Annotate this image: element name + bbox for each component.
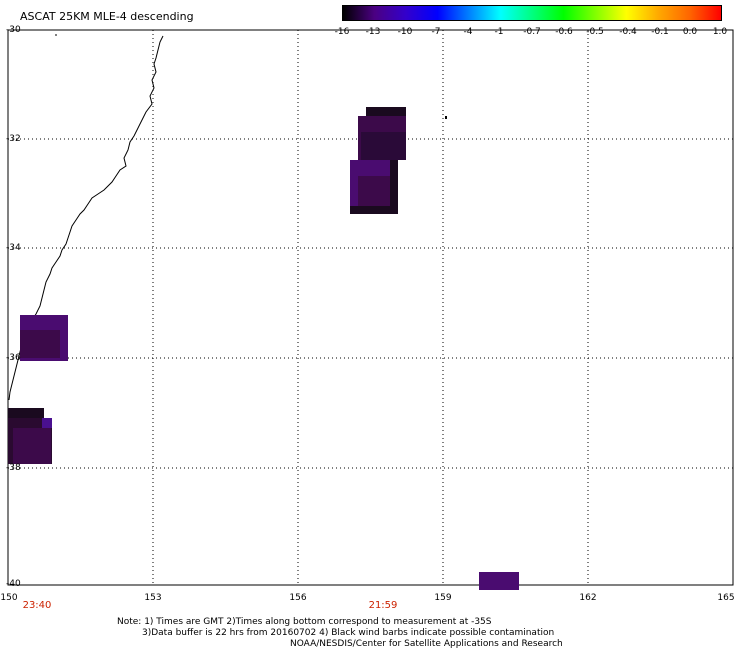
swath-left-mid	[20, 315, 68, 361]
colorbar-label: -10	[397, 27, 413, 37]
lat-label: -40	[6, 579, 21, 589]
colorbar	[342, 5, 722, 21]
swath-left-low	[8, 408, 52, 464]
colorbar-label: -0.4	[619, 27, 637, 37]
colorbar-label: -0.1	[651, 27, 669, 37]
map-title: ASCAT 25KM MLE-4 descending	[20, 10, 194, 23]
lat-label: -36	[6, 353, 21, 363]
colorbar-label: -7	[431, 27, 441, 37]
map-frame	[7, 29, 734, 586]
swath-bottom	[479, 572, 519, 590]
note-line: Note: 1) Times are GMT 2)Times along bot…	[117, 617, 492, 627]
gridlines	[8, 30, 733, 585]
time-label: 21:59	[368, 600, 398, 611]
lon-label: 153	[144, 593, 162, 603]
lon-label: 162	[579, 593, 597, 603]
colorbar-label: -0.5	[586, 27, 604, 37]
island-marker	[445, 116, 447, 119]
lon-label: 156	[289, 593, 307, 603]
colorbar-label: -0.6	[555, 27, 573, 37]
lon-label: 150	[0, 593, 18, 603]
colorbar-label: -16	[334, 27, 350, 37]
lat-label: -30	[6, 25, 21, 35]
colorbar-label: -1	[494, 27, 504, 37]
colorbar-label: -0.7	[523, 27, 541, 37]
time-label: 23:40	[22, 600, 52, 611]
lat-label: -34	[6, 243, 21, 253]
colorbar-label: -13	[365, 27, 381, 37]
colorbar-label: 0.0	[682, 27, 698, 37]
lat-label: -32	[6, 134, 21, 144]
swath-upper	[350, 107, 406, 214]
lat-label: -38	[6, 463, 21, 473]
lon-label: 165	[717, 593, 735, 603]
lon-label: 159	[434, 593, 452, 603]
colorbar-label: 1.0	[712, 27, 728, 37]
note-line: NOAA/NESDIS/Center for Satellite Applica…	[290, 639, 563, 649]
colorbar-label: -4	[463, 27, 473, 37]
note-line: 3)Data buffer is 22 hrs from 20160702 4)…	[142, 628, 555, 638]
